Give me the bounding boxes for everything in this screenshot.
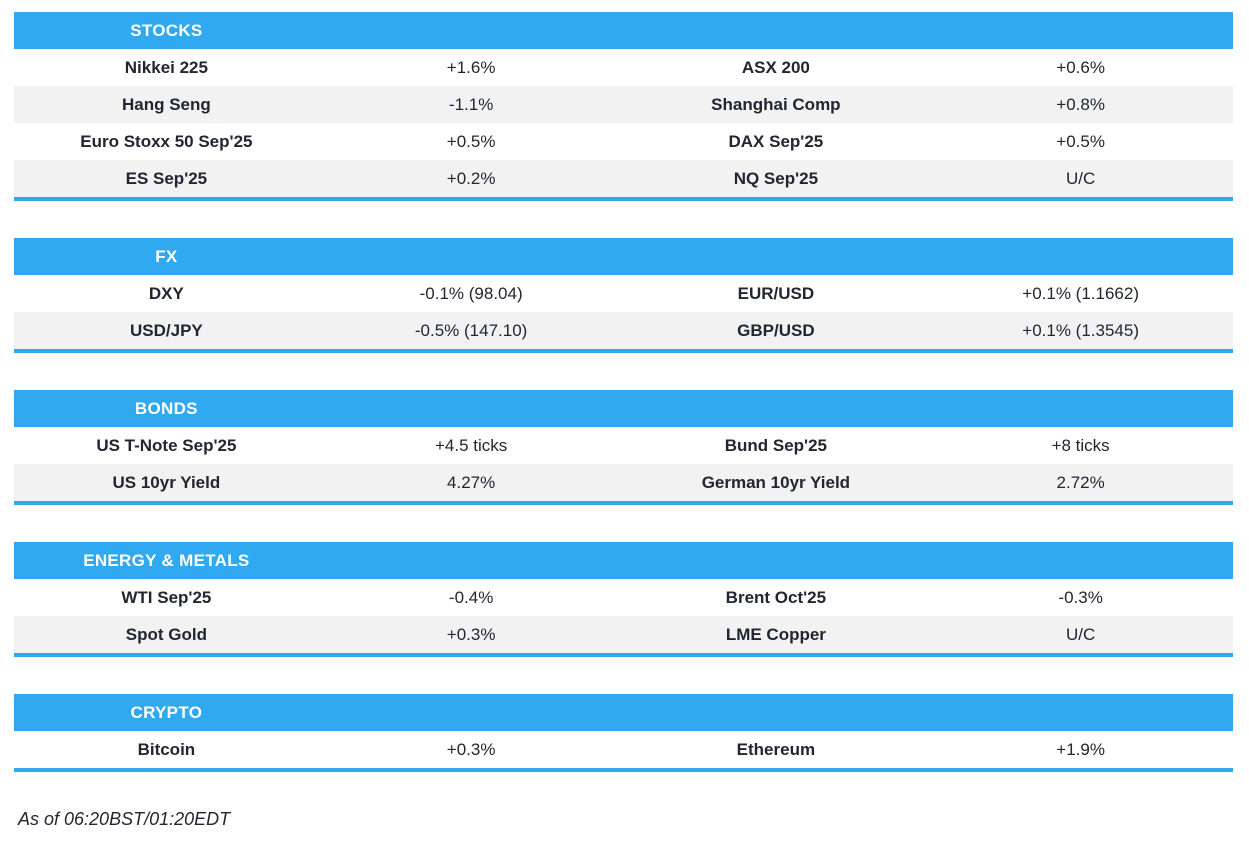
section-rows: WTI Sep'25 -0.4% Brent Oct'25 -0.3% Spot… <box>14 579 1233 653</box>
instrument-name: DAX Sep'25 <box>728 132 824 151</box>
instrument-change: U/C <box>1065 625 1096 644</box>
market-section: FX DXY -0.1% (98.04) EUR/USD +0.1% (1.16… <box>14 238 1233 353</box>
instrument-change: +1.9% <box>1056 740 1105 759</box>
instrument-change: -0.5% (147.10) <box>414 321 528 340</box>
instrument-change: -1.1% <box>448 95 494 114</box>
as-of-timestamp: As of 06:20BST/01:20EDT <box>18 809 231 829</box>
table-row: US 10yr Yield 4.27% German 10yr Yield 2.… <box>14 464 1233 501</box>
section-rows: Nikkei 225 +1.6% ASX 200 +0.6% Hang Seng… <box>14 49 1233 197</box>
instrument-name: WTI Sep'25 <box>121 588 212 607</box>
section-title: STOCKS <box>130 20 203 40</box>
instrument-name: Spot Gold <box>125 625 207 644</box>
section-header: CRYPTO <box>14 694 1233 731</box>
instrument-change: +0.1% (1.1662) <box>1022 284 1139 303</box>
instrument-name: Euro Stoxx 50 Sep'25 <box>80 132 253 151</box>
section-title: ENERGY & METALS <box>83 550 250 570</box>
section-title: FX <box>155 246 178 266</box>
table-row: Bitcoin +0.3% Ethereum +1.9% <box>14 731 1233 768</box>
table-row: ES Sep'25 +0.2% NQ Sep'25 U/C <box>14 160 1233 197</box>
table-row: Hang Seng -1.1% Shanghai Comp +0.8% <box>14 86 1233 123</box>
instrument-name: Bund Sep'25 <box>724 436 828 455</box>
instrument-change: -0.3% <box>1058 588 1103 607</box>
instrument-change: +8 ticks <box>1051 436 1110 455</box>
instrument-name: USD/JPY <box>130 321 203 340</box>
instrument-name: LME Copper <box>725 625 826 644</box>
instrument-change: +0.3% <box>446 740 496 759</box>
section-rows: Bitcoin +0.3% Ethereum +1.9% <box>14 731 1233 768</box>
market-sections: STOCKS Nikkei 225 +1.6% ASX 200 +0.6% Ha… <box>14 12 1249 772</box>
instrument-change: +0.5% <box>446 132 496 151</box>
market-section: BONDS US T-Note Sep'25 +4.5 ticks Bund S… <box>14 390 1233 505</box>
table-row: Spot Gold +0.3% LME Copper U/C <box>14 616 1233 653</box>
section-header: FX <box>14 238 1233 275</box>
table-row: Nikkei 225 +1.6% ASX 200 +0.6% <box>14 49 1233 86</box>
instrument-change: U/C <box>1065 169 1096 188</box>
instrument-change: 4.27% <box>447 473 496 492</box>
table-row: USD/JPY -0.5% (147.10) GBP/USD +0.1% (1.… <box>14 312 1233 349</box>
instrument-name: ES Sep'25 <box>125 169 208 188</box>
instrument-change: +1.6% <box>446 58 496 77</box>
instrument-change: +0.3% <box>446 625 496 644</box>
table-row: DXY -0.1% (98.04) EUR/USD +0.1% (1.1662) <box>14 275 1233 312</box>
market-section: ENERGY & METALS WTI Sep'25 -0.4% Brent O… <box>14 542 1233 657</box>
instrument-name: German 10yr Yield <box>701 473 851 492</box>
instrument-name: EUR/USD <box>737 284 815 303</box>
section-header: STOCKS <box>14 12 1233 49</box>
instrument-change: -0.1% (98.04) <box>419 284 523 303</box>
table-row: WTI Sep'25 -0.4% Brent Oct'25 -0.3% <box>14 579 1233 616</box>
instrument-change: +0.2% <box>446 169 496 188</box>
section-header: BONDS <box>14 390 1233 427</box>
instrument-change: +0.8% <box>1056 95 1105 114</box>
instrument-name: US T-Note Sep'25 <box>96 436 237 455</box>
table-row: Euro Stoxx 50 Sep'25 +0.5% DAX Sep'25 +0… <box>14 123 1233 160</box>
instrument-change: 2.72% <box>1056 473 1105 492</box>
instrument-change: +0.1% (1.3545) <box>1022 321 1139 340</box>
section-title: CRYPTO <box>130 702 203 722</box>
instrument-name: NQ Sep'25 <box>733 169 819 188</box>
instrument-name: Shanghai Comp <box>711 95 841 114</box>
instrument-name: Brent Oct'25 <box>725 588 827 607</box>
instrument-change: +0.5% <box>1056 132 1105 151</box>
instrument-change: +0.6% <box>1056 58 1105 77</box>
section-rows: US T-Note Sep'25 +4.5 ticks Bund Sep'25 … <box>14 427 1233 501</box>
section-title: BONDS <box>134 398 198 418</box>
instrument-name: Bitcoin <box>137 740 196 759</box>
table-row: US T-Note Sep'25 +4.5 ticks Bund Sep'25 … <box>14 427 1233 464</box>
instrument-name: GBP/USD <box>737 321 815 340</box>
instrument-name: Ethereum <box>736 740 816 759</box>
instrument-name: DXY <box>148 284 184 303</box>
market-section: STOCKS Nikkei 225 +1.6% ASX 200 +0.6% Ha… <box>14 12 1233 201</box>
section-header: ENERGY & METALS <box>14 542 1233 579</box>
instrument-name: ASX 200 <box>741 58 810 77</box>
instrument-change: -0.4% <box>448 588 494 607</box>
instrument-change: +4.5 ticks <box>434 436 508 455</box>
market-section: CRYPTO Bitcoin +0.3% Ethereum +1.9% <box>14 694 1233 772</box>
section-rows: DXY -0.1% (98.04) EUR/USD +0.1% (1.1662)… <box>14 275 1233 349</box>
instrument-name: Hang Seng <box>121 95 211 114</box>
instrument-name: US 10yr Yield <box>112 473 221 492</box>
instrument-name: Nikkei 225 <box>124 58 208 77</box>
